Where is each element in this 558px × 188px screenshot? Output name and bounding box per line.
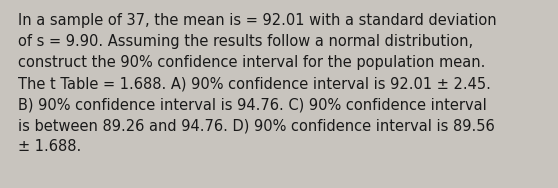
Text: In a sample of 37, the mean is = 92.01 with a standard deviation
of s = 9.90. As: In a sample of 37, the mean is = 92.01 w… xyxy=(18,13,497,154)
